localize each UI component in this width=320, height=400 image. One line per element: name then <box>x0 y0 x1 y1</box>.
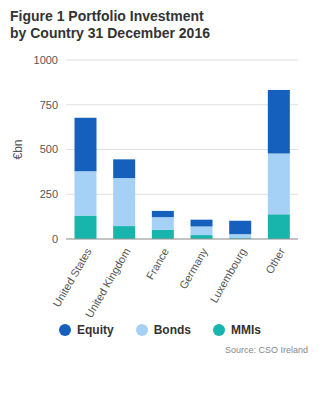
svg-text:Luxembourg: Luxembourg <box>208 246 249 305</box>
svg-text:Germany: Germany <box>177 245 210 291</box>
html-text:Bonds: Bonds <box>153 323 191 337</box>
svg-text:500: 500 <box>40 143 58 155</box>
svg-text:United States: United States <box>50 245 94 309</box>
html-text:Equity: Equity <box>77 323 114 337</box>
html-text:Figure 1 Portfolio Investment: Figure 1 Portfolio Investment by Country… <box>10 8 210 41</box>
html-text:MMIs: MMIs <box>231 323 261 337</box>
svg-text:1000: 1000 <box>34 54 58 66</box>
svg-text:0: 0 <box>52 233 58 245</box>
svg-text:United Kingdom: United Kingdom <box>83 246 133 317</box>
svg-text:250: 250 <box>40 188 58 200</box>
svg-text:France: France <box>144 246 172 282</box>
svg-text:€bn: €bn <box>11 139 25 159</box>
html-text:Source: CSO Ireland: Source: CSO Ireland <box>225 345 308 355</box>
svg-text:750: 750 <box>40 99 58 111</box>
svg-text:Other: Other <box>263 246 287 276</box>
